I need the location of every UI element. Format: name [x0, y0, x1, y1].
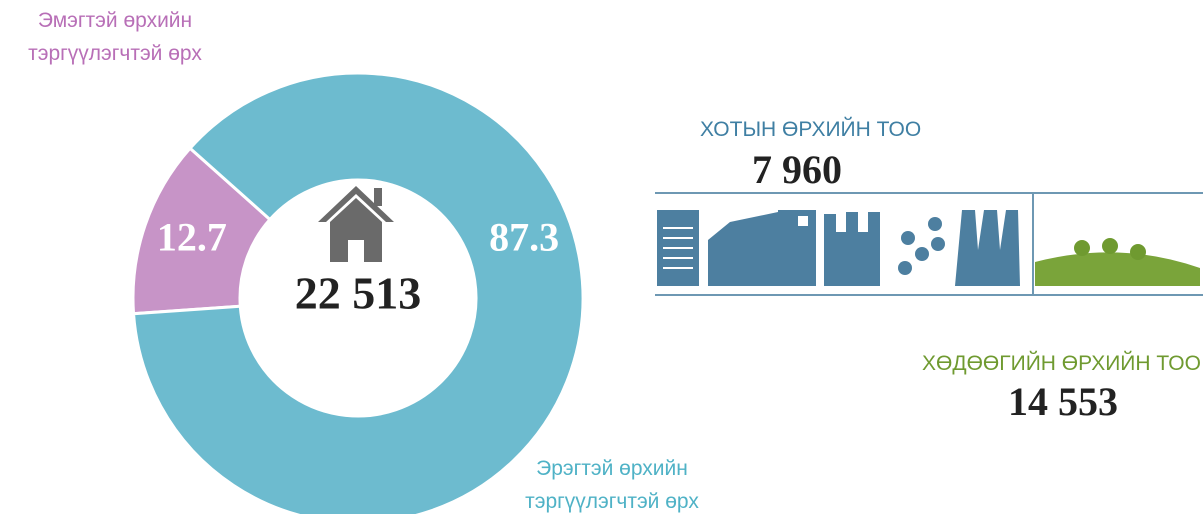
house-icon: [318, 186, 394, 262]
stat-value: 14 553: [1008, 379, 1118, 424]
total-value: 22 513: [295, 268, 422, 319]
stat-label: ХӨДӨӨГИЙН ӨРХИЙН ТОО: [922, 352, 1201, 375]
stat-value: 7 960: [752, 147, 842, 192]
category-label: Эрэгтэй өрхийн тэргүүлэгчтэй өрх: [525, 457, 699, 513]
value-label: 87.3: [489, 214, 559, 259]
value-label: 12.7: [157, 214, 227, 259]
donut-segment: [131, 71, 585, 514]
stat-label: ХОТЫН ӨРХИЙН ТОО: [700, 118, 922, 141]
donut: 12.7 87.3: [131, 71, 585, 514]
category-label: Эмэгтэй өрхийн тэргүүлэгчтэй өрх: [28, 9, 202, 65]
city-rural-illustration: [655, 192, 1203, 296]
